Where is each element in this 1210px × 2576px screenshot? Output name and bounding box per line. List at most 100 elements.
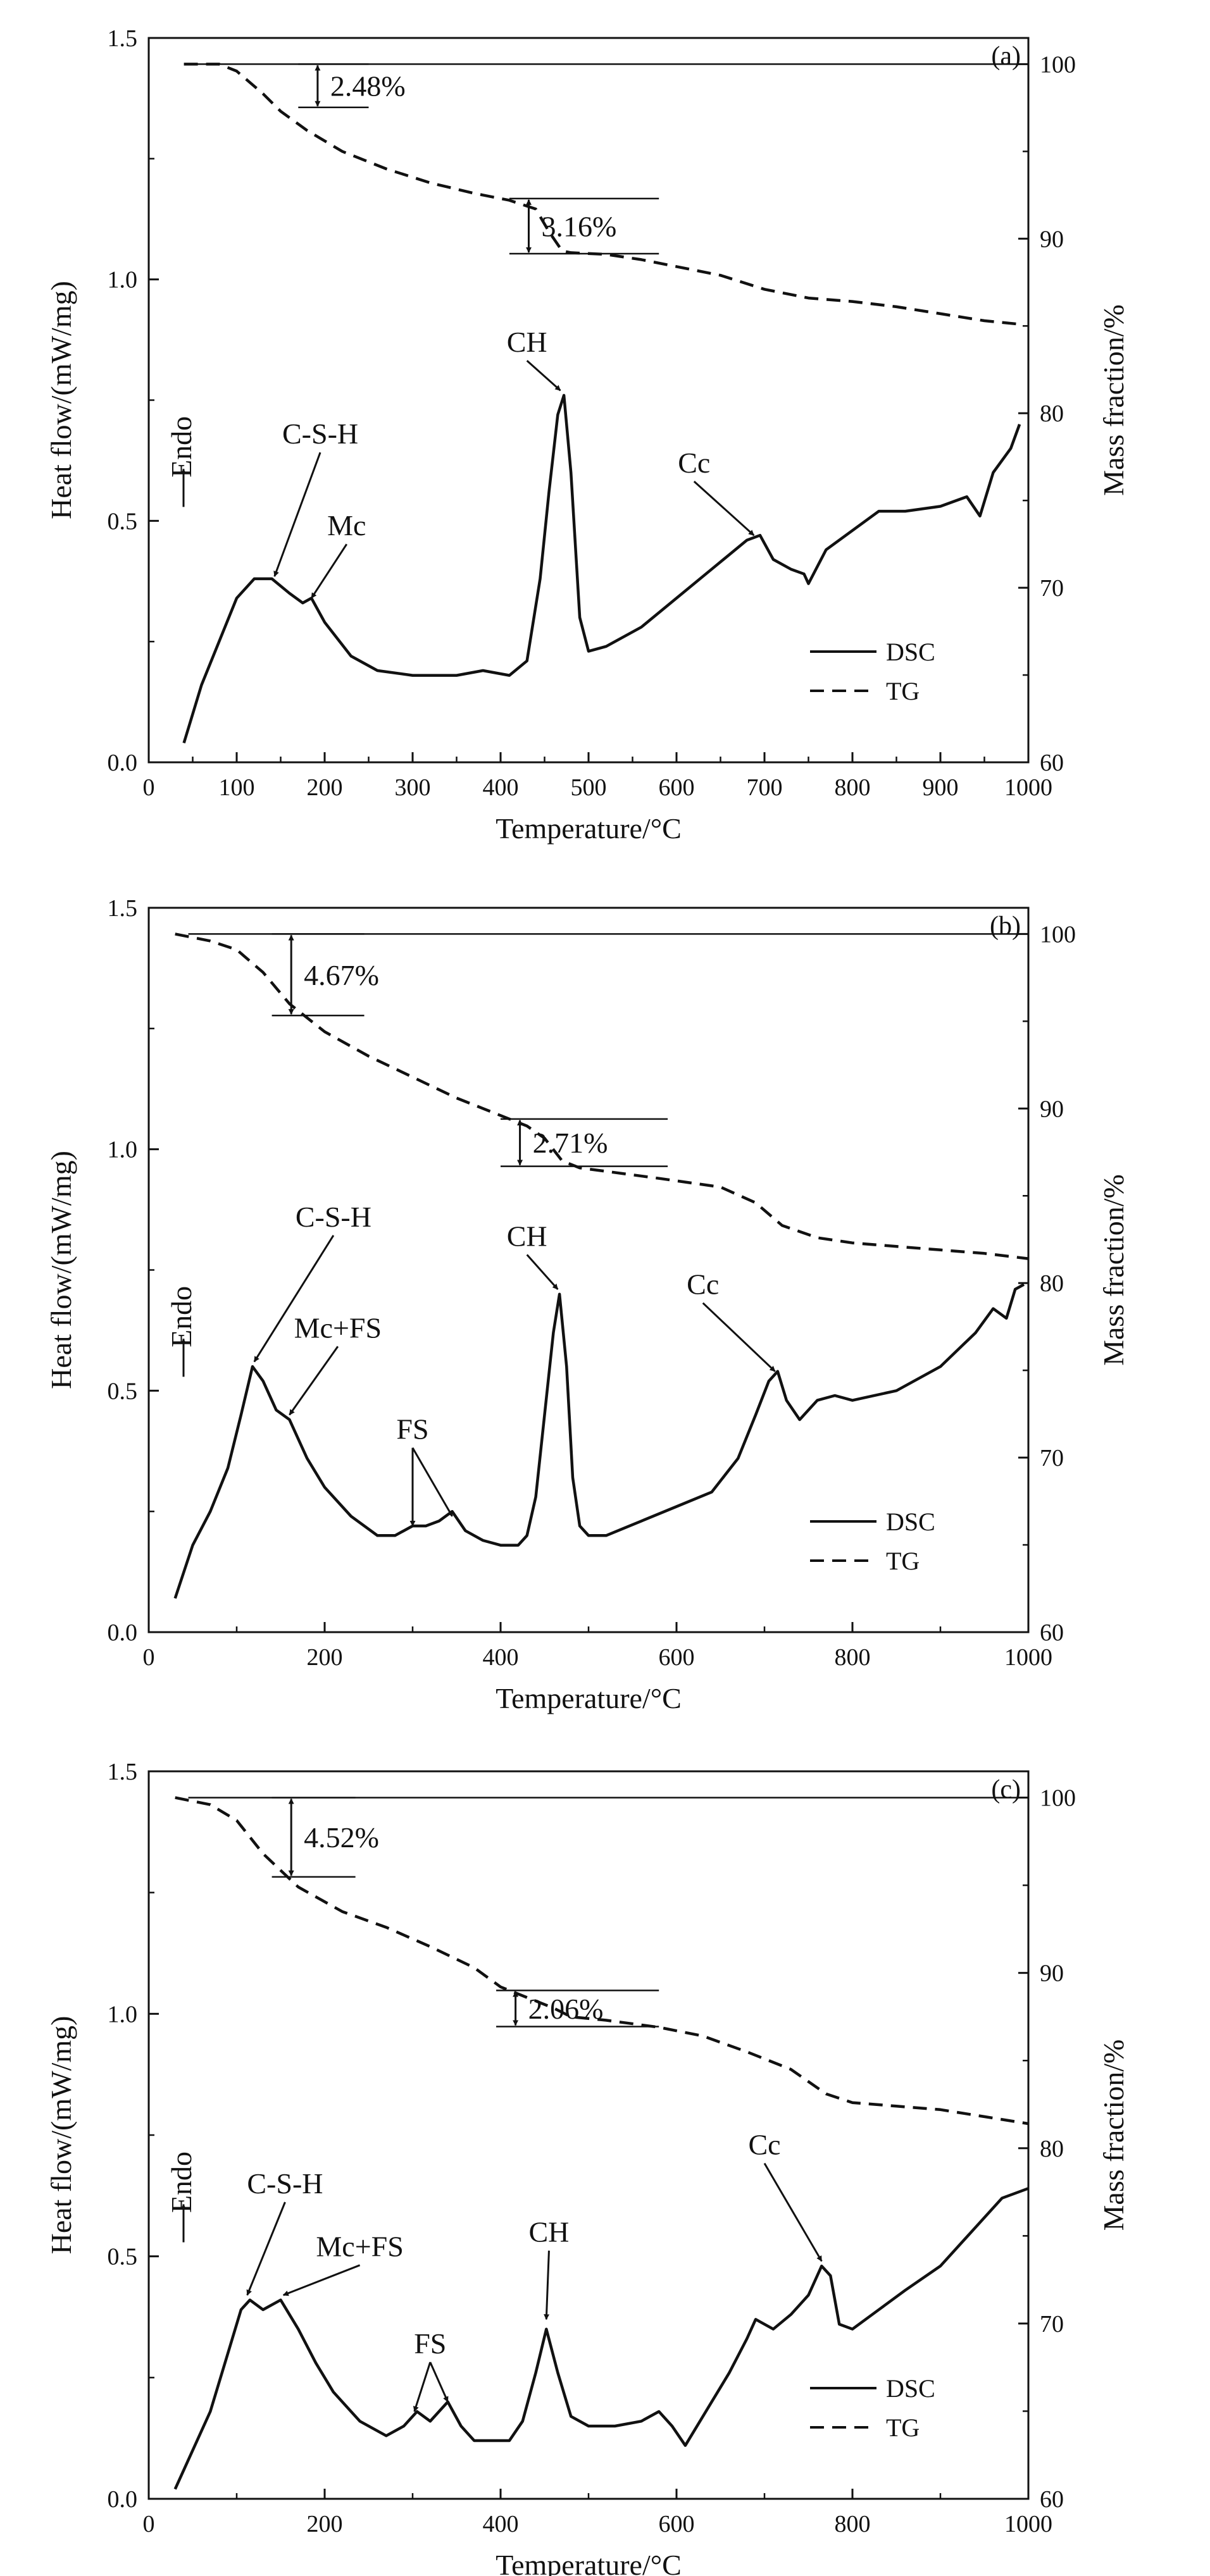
mass-loss-label: 2.71%	[533, 1127, 608, 1159]
x-axis-title: Temperature/°C	[496, 812, 682, 845]
right-y-tick-label: 100	[1040, 1785, 1076, 1812]
right-y-axis-title: Mass fraction/%	[1097, 1174, 1130, 1366]
x-tick-label: 800	[835, 1644, 871, 1671]
mass-loss-label: 4.67%	[304, 959, 379, 991]
x-axis-title: Temperature/°C	[496, 2549, 682, 2576]
right-y-tick-label: 90	[1040, 1096, 1064, 1122]
peak-arrow	[246, 2201, 286, 2296]
endo-label: Endo	[165, 1286, 197, 1347]
peak-label: Mc+FS	[316, 2231, 403, 2263]
peak-arrow	[253, 1235, 335, 1363]
x-tick-label: 700	[747, 774, 783, 801]
mass-loss-label: 2.48%	[330, 70, 406, 102]
series-line-dsc	[173, 2187, 1029, 2490]
left-y-tick-label: 0.5	[108, 508, 138, 535]
peak-arrow	[273, 452, 321, 577]
series-line-dsc	[173, 1283, 1025, 1599]
x-tick-label: 400	[483, 774, 519, 801]
series-line-dsc	[182, 393, 1021, 744]
x-axis-title: Temperature/°C	[496, 1682, 682, 1714]
x-tick-label: 0	[143, 774, 155, 801]
peak-arrow	[702, 1302, 776, 1372]
right-y-axis-title: Mass fraction/%	[1097, 304, 1130, 496]
peak-arrow	[411, 1447, 453, 1517]
peak-label: C-S-H	[282, 418, 358, 450]
x-tick-label: 600	[659, 2511, 695, 2537]
left-y-tick-label: 1.5	[108, 1759, 138, 1785]
legend-label-tg: TG	[886, 1547, 920, 1575]
mass-loss-label: 4.52%	[304, 1821, 379, 1854]
legend-label-dsc: DSC	[886, 2374, 935, 2403]
left-y-tick-label: 1.5	[108, 895, 138, 922]
peak-arrow	[693, 480, 755, 536]
right-y-tick-label: 70	[1040, 2311, 1064, 2338]
x-tick-label: 600	[659, 1644, 695, 1671]
mass-loss-label: 2.06%	[528, 1993, 604, 2025]
x-tick-label: 200	[307, 1644, 343, 1671]
x-tick-label: 1000	[1004, 774, 1052, 801]
x-tick-label: 600	[659, 774, 695, 801]
right-y-tick-label: 90	[1040, 226, 1064, 252]
chart-panel-a: 0 100 200 300 400 500 600 700 800 900 1000 0.0 0.5 1.…	[45, 25, 1130, 845]
x-tick-label: 800	[835, 2511, 871, 2537]
peak-arrow	[544, 2250, 550, 2320]
left-y-tick-label: 0.0	[108, 2486, 138, 2513]
chart-panel-b: 0 200 400 600 800 1000 0.0 0.5 1.0 1.5 60 70 80 90 100…	[45, 895, 1130, 1714]
x-tick-label: 200	[307, 2511, 343, 2537]
peak-arrow	[282, 2264, 361, 2296]
peak-label: FS	[414, 2327, 446, 2360]
series-line-tg	[184, 63, 1020, 326]
right-y-tick-label: 100	[1040, 51, 1076, 78]
left-y-tick-label: 0.0	[108, 1619, 138, 1646]
mass-loss-label: 3.16%	[541, 210, 616, 242]
series-line-tg	[175, 1796, 1029, 2126]
left-y-tick-label: 1.0	[108, 2001, 138, 2028]
x-tick-label: 400	[483, 1644, 519, 1671]
x-tick-label: 100	[219, 774, 255, 801]
right-y-tick-label: 90	[1040, 1960, 1064, 1987]
right-y-tick-label: 80	[1040, 400, 1064, 427]
left-y-tick-label: 0.5	[108, 1378, 138, 1404]
peak-arrow	[429, 2362, 449, 2403]
peak-label: Cc	[687, 1268, 719, 1301]
left-y-tick-label: 0.0	[108, 750, 138, 776]
peak-arrow	[526, 1254, 559, 1291]
peak-label: CH	[507, 1220, 547, 1252]
x-tick-label: 0	[143, 2511, 155, 2537]
left-y-tick-label: 0.5	[108, 2244, 138, 2270]
x-tick-label: 0	[143, 1644, 155, 1671]
chart-panel-c: 0 200 400 600 800 1000 0.0 0.5 1.0 1.5 60 70 80 90 100…	[45, 1759, 1130, 2576]
right-y-tick-label: 80	[1040, 2136, 1064, 2162]
x-tick-label: 800	[835, 774, 871, 801]
peak-arrow	[413, 2362, 432, 2412]
x-tick-label: 500	[571, 774, 607, 801]
right-y-tick-label: 60	[1040, 750, 1064, 776]
left-y-tick-label: 1.0	[108, 267, 138, 294]
peak-label: Cc	[678, 447, 710, 479]
panel-label: (a)	[991, 42, 1021, 71]
peak-label: C-S-H	[247, 2167, 323, 2200]
x-tick-label: 900	[923, 774, 959, 801]
right-y-tick-label: 100	[1040, 921, 1076, 948]
peak-label: FS	[396, 1413, 428, 1446]
peak-label: Cc	[748, 2129, 780, 2161]
peak-label: C-S-H	[296, 1201, 371, 1233]
panel-label: (b)	[990, 912, 1021, 941]
x-tick-label: 300	[395, 774, 431, 801]
peak-arrow	[526, 360, 561, 392]
right-y-tick-label: 80	[1040, 1270, 1064, 1297]
left-y-axis-title: Heat flow/(mW/mg)	[45, 1151, 77, 1389]
legend-label-tg: TG	[886, 677, 920, 705]
endo-label: Endo	[165, 416, 197, 478]
panel-label: (c)	[991, 1775, 1021, 1804]
peak-arrow	[763, 2162, 823, 2262]
left-y-axis-title: Heat flow/(mW/mg)	[45, 281, 77, 519]
x-tick-label: 200	[307, 774, 343, 801]
legend-label-dsc: DSC	[886, 1508, 935, 1536]
right-y-tick-label: 60	[1040, 2486, 1064, 2513]
x-tick-label: 1000	[1004, 1644, 1052, 1671]
legend-label-dsc: DSC	[886, 638, 935, 666]
right-y-tick-label: 60	[1040, 1619, 1064, 1646]
x-tick-label: 1000	[1004, 2511, 1052, 2537]
